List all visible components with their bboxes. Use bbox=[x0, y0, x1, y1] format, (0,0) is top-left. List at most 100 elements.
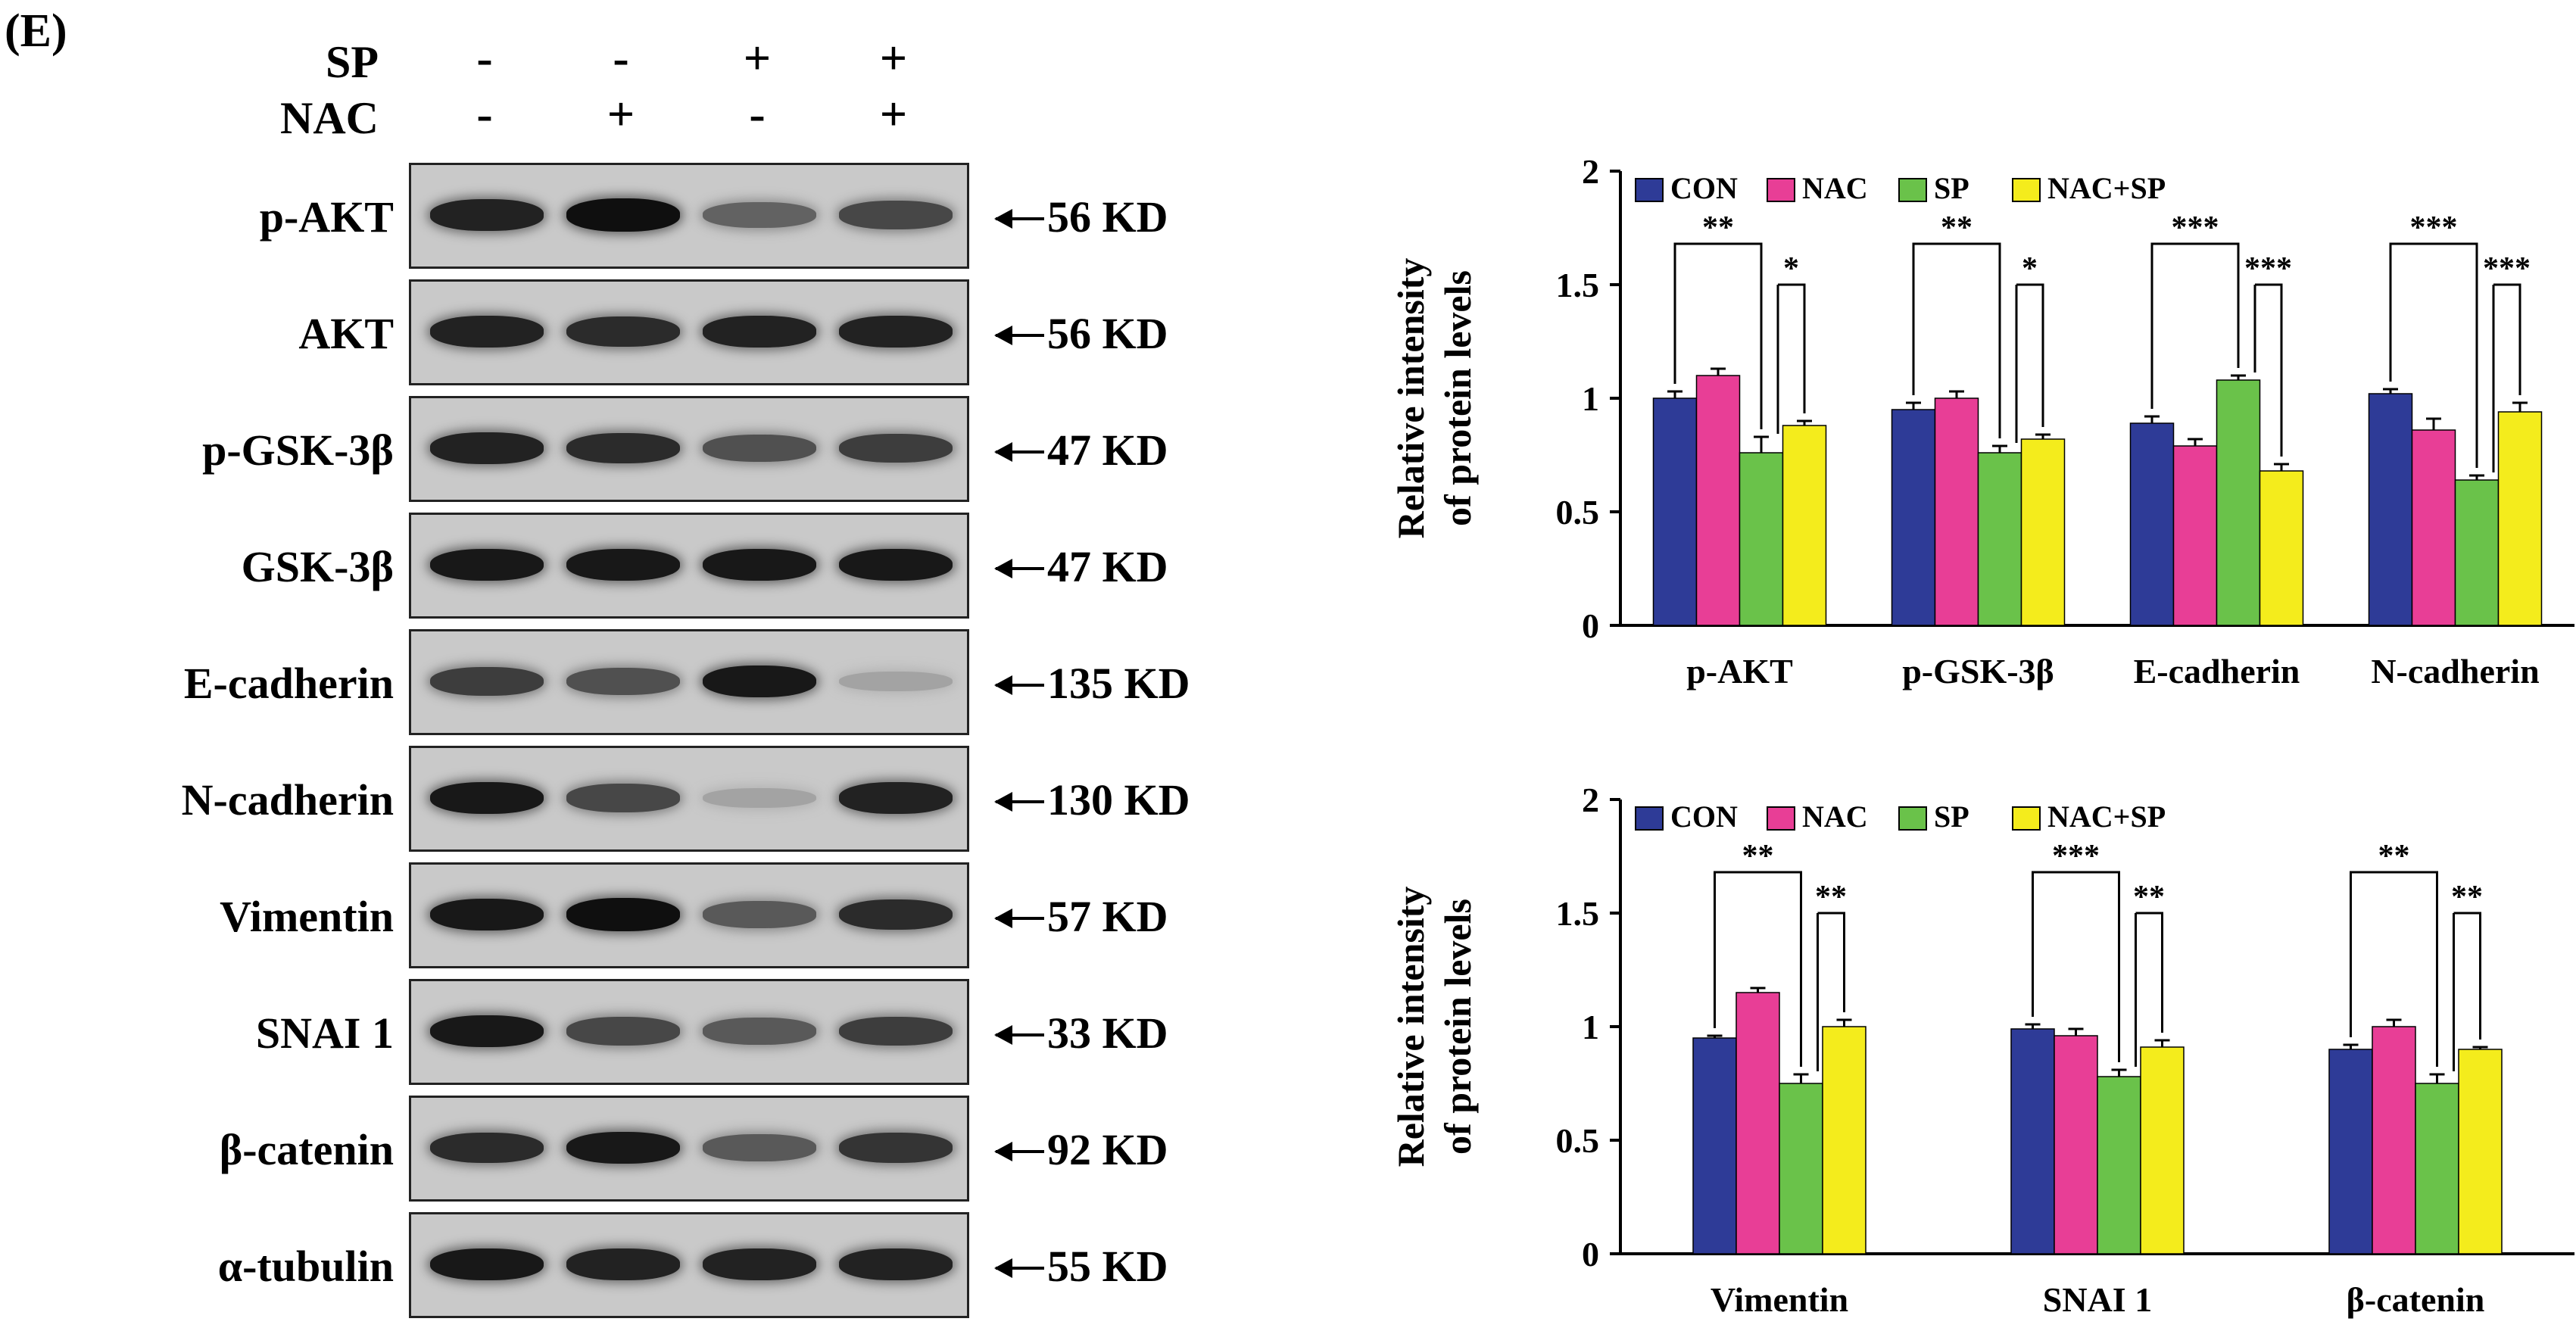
significance-bracket bbox=[2150, 242, 2240, 409]
bar bbox=[2368, 393, 2413, 626]
bar bbox=[1822, 1026, 1867, 1255]
y-axis-label: of protein levels bbox=[1436, 899, 1479, 1155]
y-axis-label: Relative intensity bbox=[1389, 887, 1432, 1167]
significance-bracket bbox=[2032, 871, 2120, 1062]
significance-bracket bbox=[2493, 283, 2521, 395]
legend-swatch bbox=[1898, 178, 1927, 202]
molecular-weight-marker: 92 KD bbox=[994, 1124, 1168, 1175]
y-tick-label: 2 bbox=[1582, 781, 1599, 819]
significance-mark: *** bbox=[2052, 839, 2100, 874]
significance-mark: * bbox=[2022, 251, 2038, 286]
y-tick-label: 1 bbox=[1582, 379, 1599, 418]
protein-band bbox=[566, 198, 680, 232]
protein-band bbox=[566, 548, 680, 581]
protein-band bbox=[430, 666, 544, 697]
protein-band bbox=[566, 667, 680, 696]
significance-bracket bbox=[1912, 242, 2001, 438]
molecular-weight-marker: 135 KD bbox=[994, 658, 1190, 709]
molecular-weight-marker: 55 KD bbox=[994, 1241, 1168, 1292]
protein-band bbox=[839, 899, 953, 930]
legend-swatch bbox=[1635, 806, 1664, 831]
significance-bracket bbox=[2350, 871, 2438, 1067]
significance-mark: *** bbox=[2244, 251, 2292, 286]
molecular-weight-marker: 56 KD bbox=[994, 192, 1168, 242]
protein-band bbox=[430, 1132, 544, 1164]
significance-bracket bbox=[1778, 283, 1806, 413]
blot-label: β-catenin bbox=[219, 1125, 394, 1174]
protein-band bbox=[703, 1248, 816, 1280]
significance-bracket bbox=[1817, 912, 1845, 1012]
blot-label: SNAI 1 bbox=[255, 1008, 394, 1058]
protein-band bbox=[566, 1017, 680, 1046]
significance-mark: *** bbox=[2172, 210, 2219, 245]
left-arrow-icon bbox=[994, 558, 1044, 578]
protein-band bbox=[839, 1016, 953, 1046]
blot-image bbox=[409, 629, 969, 735]
x-category-label: E-cadherin bbox=[2134, 652, 2300, 690]
legend-swatch bbox=[1767, 178, 1795, 202]
left-arrow-icon bbox=[994, 675, 1044, 695]
bar bbox=[1652, 397, 1698, 626]
protein-band bbox=[566, 898, 680, 931]
protein-band bbox=[430, 316, 544, 348]
protein-band bbox=[566, 1131, 680, 1164]
protein-band bbox=[839, 548, 953, 581]
bar bbox=[1779, 1083, 1823, 1255]
y-axis-label: of protein levels bbox=[1436, 270, 1479, 526]
protein-band bbox=[839, 433, 953, 463]
molecular-weight-marker: 33 KD bbox=[994, 1008, 1168, 1058]
legend-label: NAC+SP bbox=[2047, 800, 2166, 834]
blot-image bbox=[409, 979, 969, 1085]
significance-mark: *** bbox=[2483, 251, 2531, 286]
blot-image bbox=[409, 396, 969, 502]
blot-label: Vimentin bbox=[220, 892, 394, 941]
blot-label: GSK-3β bbox=[241, 542, 394, 591]
bar bbox=[2415, 1083, 2459, 1255]
protein-band bbox=[430, 1015, 544, 1048]
left-arrow-icon bbox=[994, 908, 1044, 928]
left-arrow-icon bbox=[994, 325, 1044, 345]
molecular-weight-marker: 56 KD bbox=[994, 308, 1168, 359]
bar bbox=[2411, 429, 2456, 626]
significance-mark: ** bbox=[1742, 839, 1774, 874]
bar bbox=[1739, 452, 1784, 626]
protein-band bbox=[839, 1248, 953, 1280]
bar bbox=[2010, 1028, 2055, 1255]
sp-sign-lane-1: - bbox=[476, 31, 493, 85]
y-tick-label: 2 bbox=[1582, 152, 1599, 191]
sp-sign-lane-2: - bbox=[613, 31, 629, 85]
nac-sign-lane-2: + bbox=[607, 87, 635, 141]
sp-label: SP bbox=[325, 37, 379, 87]
left-arrow-icon bbox=[994, 208, 1044, 229]
left-arrow-icon bbox=[994, 1024, 1044, 1045]
protein-band bbox=[839, 782, 953, 814]
left-arrow-icon bbox=[994, 1258, 1044, 1278]
molecular-weight-marker: 47 KD bbox=[994, 541, 1168, 592]
bar bbox=[1695, 375, 1741, 626]
protein-band bbox=[430, 432, 544, 464]
bar bbox=[1782, 425, 1827, 626]
legend-label: NAC bbox=[1802, 171, 1868, 205]
nac-sign-lane-4: + bbox=[879, 87, 908, 141]
legend-swatch bbox=[2012, 178, 2041, 202]
protein-band bbox=[566, 1248, 680, 1280]
significance-bracket bbox=[2016, 283, 2044, 427]
blot-label: p-GSK-3β bbox=[202, 425, 394, 475]
blot-label: p-AKT bbox=[259, 192, 394, 242]
nac-sign-lane-3: - bbox=[749, 87, 766, 141]
significance-bracket bbox=[1673, 242, 1763, 429]
x-category-label: SNAI 1 bbox=[2043, 1280, 2152, 1319]
bar bbox=[2259, 470, 2304, 626]
protein-band bbox=[839, 316, 953, 348]
protein-band bbox=[703, 201, 816, 229]
legend-label: SP bbox=[1934, 171, 1969, 205]
bar bbox=[1692, 1037, 1737, 1255]
bar bbox=[2454, 479, 2500, 626]
left-arrow-icon bbox=[994, 1141, 1044, 1161]
significance-mark: *** bbox=[2410, 210, 2458, 245]
significance-mark: ** bbox=[1702, 210, 1734, 245]
blot-image bbox=[409, 1096, 969, 1202]
legend-swatch bbox=[2012, 806, 2041, 831]
blot-label: AKT bbox=[298, 309, 394, 358]
legend-label: NAC bbox=[1802, 800, 1868, 834]
